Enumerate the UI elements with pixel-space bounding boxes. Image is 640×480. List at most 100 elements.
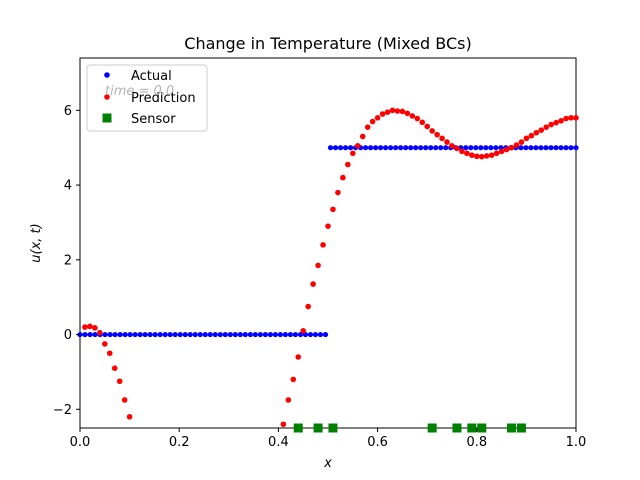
legend-actual-marker bbox=[104, 72, 110, 78]
actual-point bbox=[307, 331, 314, 338]
x-tick-label: 0.8 bbox=[466, 435, 487, 450]
prediction-point bbox=[310, 281, 316, 287]
actual-point bbox=[573, 145, 579, 151]
prediction-point bbox=[498, 148, 505, 155]
prediction-point bbox=[384, 109, 391, 115]
actual-point bbox=[378, 145, 384, 151]
prediction-point bbox=[330, 206, 336, 213]
prediction-point bbox=[389, 107, 396, 114]
actual-point bbox=[262, 331, 268, 338]
axes-frame bbox=[79, 57, 577, 429]
actual-point bbox=[523, 145, 529, 151]
x-tick-label: 0.0 bbox=[70, 435, 91, 450]
prediction-point bbox=[459, 148, 465, 155]
prediction-point bbox=[121, 397, 128, 403]
legend-box bbox=[86, 64, 208, 132]
chart-title: Change in Temperature (Mixed BCs) bbox=[184, 34, 471, 53]
sensor-point bbox=[452, 423, 462, 433]
actual-point bbox=[398, 145, 404, 151]
actual-point bbox=[192, 331, 198, 338]
legend-prediction-marker bbox=[104, 94, 110, 100]
actual-point bbox=[267, 331, 273, 338]
actual-point bbox=[463, 145, 469, 151]
sensor-series bbox=[293, 423, 526, 433]
y-tick-label: 0 bbox=[64, 328, 72, 343]
prediction-point bbox=[82, 324, 88, 330]
sensor-point bbox=[427, 423, 437, 433]
prediction-point bbox=[116, 378, 123, 385]
actual-point bbox=[322, 331, 329, 338]
prediction-point bbox=[434, 131, 440, 138]
sensor-point bbox=[313, 423, 323, 433]
actual-point bbox=[367, 145, 374, 151]
prediction-point bbox=[469, 152, 475, 158]
prediction-point bbox=[464, 150, 470, 157]
prediction-point bbox=[340, 174, 346, 181]
actual-point bbox=[317, 331, 324, 338]
actual-point bbox=[528, 145, 534, 151]
actual-point bbox=[82, 331, 88, 338]
prediction-point bbox=[106, 350, 113, 357]
x-tick-label: 0.6 bbox=[367, 435, 388, 450]
prediction-point bbox=[354, 143, 361, 149]
sensor-point bbox=[467, 423, 477, 433]
prediction-point bbox=[553, 119, 559, 126]
prediction-point bbox=[563, 115, 569, 122]
actual-point bbox=[242, 331, 248, 338]
prediction-point bbox=[290, 376, 297, 383]
actual-point bbox=[127, 331, 133, 338]
actual-point bbox=[518, 145, 524, 151]
prediction-point bbox=[419, 119, 426, 126]
actual-point bbox=[538, 145, 544, 151]
prediction-point bbox=[280, 421, 287, 428]
prediction-point bbox=[439, 135, 445, 142]
actual-point bbox=[177, 331, 183, 338]
actual-point bbox=[297, 331, 304, 338]
actual-point bbox=[132, 331, 138, 338]
actual-point bbox=[92, 331, 98, 338]
x-tick-label: 1.0 bbox=[566, 435, 587, 450]
actual-point bbox=[122, 331, 128, 338]
actual-point bbox=[207, 331, 213, 338]
prediction-point bbox=[111, 365, 118, 372]
prediction-point bbox=[449, 143, 455, 149]
actual-point bbox=[543, 145, 549, 151]
prediction-point bbox=[320, 242, 326, 248]
prediction-point bbox=[503, 146, 510, 153]
sensor-point bbox=[516, 423, 526, 433]
prediction-point bbox=[394, 108, 401, 114]
prediction-point bbox=[374, 114, 381, 121]
actual-point bbox=[493, 145, 499, 151]
prediction-point bbox=[513, 142, 520, 148]
actual-point bbox=[468, 145, 474, 151]
x-axis: 0.0 0.2 0.4 0.6 0.8 1.0 bbox=[70, 428, 587, 450]
legend-sensor-label: Sensor bbox=[131, 112, 176, 127]
actual-point bbox=[172, 331, 178, 338]
actual-point bbox=[332, 145, 339, 151]
actual-point bbox=[342, 145, 349, 151]
prediction-point bbox=[414, 115, 421, 122]
prediction-point bbox=[325, 223, 331, 229]
actual-point bbox=[182, 331, 188, 338]
actual-point bbox=[212, 331, 218, 338]
prediction-point bbox=[369, 118, 376, 125]
prediction-point bbox=[488, 152, 495, 158]
time-annotation: time = 0.0 bbox=[105, 84, 174, 99]
actual-point bbox=[292, 331, 299, 338]
prediction-point bbox=[533, 129, 540, 136]
actual-point bbox=[393, 145, 399, 151]
x-tick-label: 0.2 bbox=[169, 435, 190, 450]
actual-point bbox=[187, 331, 193, 338]
actual-point bbox=[137, 331, 143, 338]
actual-point bbox=[117, 331, 123, 338]
prediction-point bbox=[335, 189, 341, 196]
actual-point bbox=[152, 331, 158, 338]
prediction-point bbox=[379, 111, 386, 117]
sensor-point bbox=[507, 423, 517, 433]
prediction-point bbox=[478, 153, 485, 160]
actual-point bbox=[107, 331, 113, 338]
actual-point bbox=[408, 145, 414, 151]
actual-point bbox=[257, 331, 263, 338]
actual-point bbox=[327, 145, 334, 151]
actual-point bbox=[558, 145, 564, 151]
